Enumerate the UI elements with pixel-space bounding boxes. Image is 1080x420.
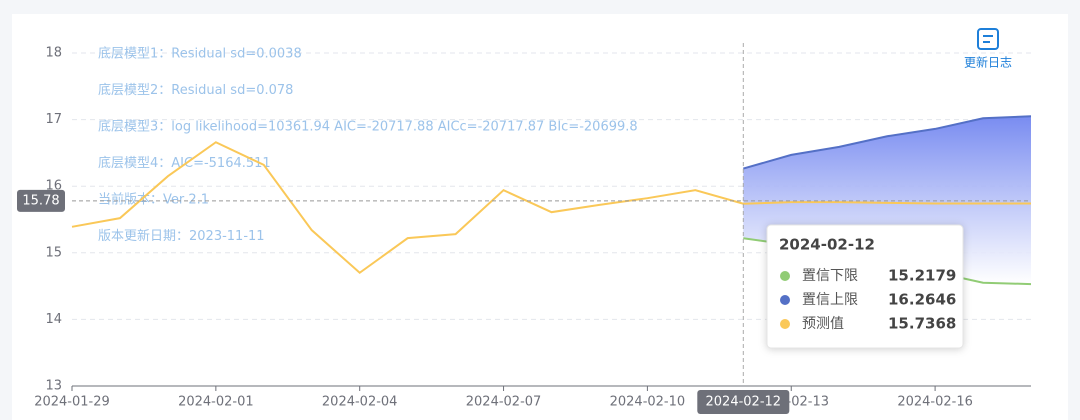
x-tick-label: 2024-02-07 [466, 395, 542, 410]
tooltip-dot [780, 271, 790, 281]
x-tick-label: 2024-02-01 [178, 395, 254, 410]
tooltip-name: 置信下限 [802, 268, 858, 284]
annotation: 版本更新日期：2023-11-11 [98, 228, 265, 244]
annotation: 底层模型2：Residual sd=0.078 [98, 82, 293, 98]
tooltip-value: 16.2646 [888, 291, 956, 309]
x-tick-label: 2024-02-04 [322, 395, 398, 410]
y-tick-label: 13 [45, 379, 62, 394]
tooltip-title: 2024-02-12 [779, 236, 875, 254]
x-tick-label: 2024-02-16 [897, 395, 973, 410]
tooltip-value: 15.7368 [888, 315, 956, 333]
y-tick-label: 15 [45, 245, 62, 260]
log-icon[interactable] [977, 28, 999, 50]
series-line [71, 141, 1031, 275]
tooltip-dot [780, 295, 790, 305]
tooltip-dot [780, 319, 790, 329]
series-line [743, 115, 1032, 170]
y-tick-label: 18 [45, 46, 62, 61]
tooltip-value: 15.2179 [888, 267, 956, 285]
x-tick-label: 2024-01-29 [34, 395, 110, 410]
tooltip: 2024-02-12 置信下限 15.2179 置信上限 16.2646 预测值 15.73… [766, 224, 964, 349]
annotation: 底层模型3：log likelihood=10361.94 AIC=-20717… [98, 119, 638, 135]
x-tick-label: 2024-02-10 [610, 395, 686, 410]
y-tick-label: 17 [45, 112, 62, 127]
annotation: 底层模型4：AIC=-5164.511 [98, 155, 271, 171]
pointer-x-box [697, 390, 790, 414]
tooltip-name: 预测值 [802, 316, 844, 332]
pointer-x-label: 2024-02-12 [706, 395, 782, 410]
annotation: 当前版本：Ver 2.1 [98, 192, 209, 208]
y-tick-label: 14 [45, 312, 62, 327]
pointer-y-box [17, 189, 65, 212]
tooltip-box [766, 224, 964, 349]
tooltip-name: 置信上限 [802, 292, 858, 308]
toolbar-button[interactable]: 更新日志 [964, 28, 1012, 70]
annotation: 底层模型1：Residual sd=0.0038 [98, 46, 302, 62]
pointer-y-label: 15.78 [22, 193, 59, 208]
toolbar-label[interactable]: 更新日志 [964, 55, 1012, 70]
